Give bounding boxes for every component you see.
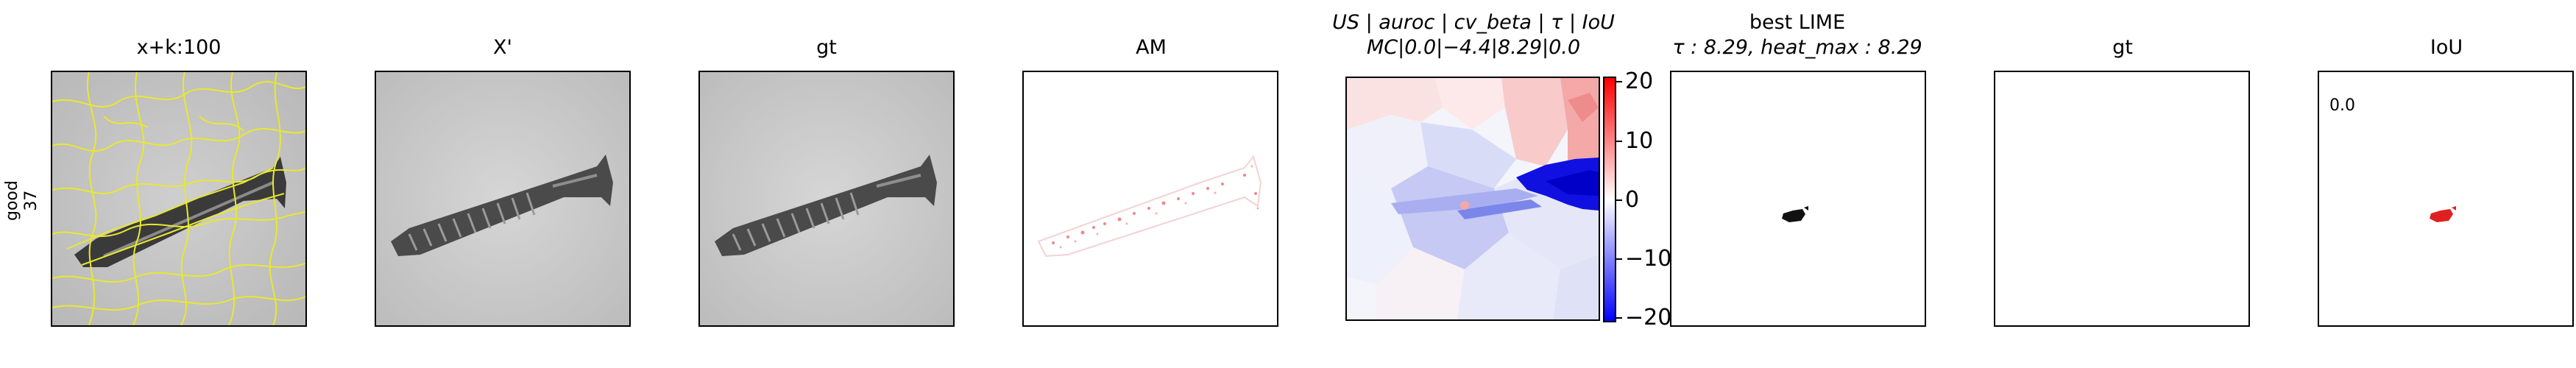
colorbar-tickmark-10 <box>1616 141 1622 142</box>
superpixel-image <box>52 72 305 325</box>
panel-7-title: gt <box>2112 36 2133 59</box>
panel-5-title: US | auroc | cv_beta | τ | IoU MC|0.0|−4… <box>1332 10 1615 60</box>
panel-5-title-line2: MC|0.0|−4.4|8.29|0.0 <box>1366 36 1581 59</box>
colorbar <box>1603 77 1616 322</box>
colorbar-tickmark-neg20 <box>1616 317 1622 319</box>
panel-best-lime <box>1670 71 1926 327</box>
iou-mask-image <box>2319 72 2572 325</box>
panel-8-title: IoU <box>2430 36 2463 59</box>
colorbar-tick-20: 20 <box>1625 68 1654 94</box>
panel-anomaly-map <box>1022 71 1278 327</box>
panel-4-title: AM <box>1136 36 1167 59</box>
ground-truth-mask-image <box>1995 72 2248 325</box>
colorbar-tickmark-20 <box>1616 81 1622 82</box>
lime-mask-image <box>1671 72 1925 325</box>
iou-value-annotation: 0.0 <box>2329 96 2355 115</box>
row-label-line2: 37 <box>22 190 40 211</box>
panel-6-title: best LIME τ : 8.29, heat_max : 8.29 <box>1672 10 1922 60</box>
panel-2-title: X' <box>493 36 512 59</box>
panel-5-title-line1: US | auroc | cv_beta | τ | IoU <box>1332 11 1615 34</box>
us-heatmap-image <box>1347 78 1599 319</box>
colorbar-tickmark-0 <box>1616 199 1622 201</box>
panel-ground-truth-mask <box>1994 71 2250 327</box>
panel-iou: 0.0 <box>2318 71 2574 327</box>
colorbar-tick-0: 0 <box>1625 187 1640 213</box>
colorbar-tickmark-neg10 <box>1616 258 1622 260</box>
row-label: good 37 <box>3 180 41 221</box>
panel-6-title-line1: best LIME <box>1749 11 1846 34</box>
colorbar-tick-neg10: −10 <box>1625 246 1672 272</box>
panel-input <box>375 71 631 327</box>
panel-3-title: gt <box>816 36 837 59</box>
superpixel-edges <box>52 72 305 325</box>
panel-1-title: x+k:100 <box>136 36 222 59</box>
colorbar-tick-10: 10 <box>1625 128 1654 154</box>
panel-superpixels <box>51 71 307 327</box>
panel-ground-truth <box>698 71 955 327</box>
row-label-line1: good <box>3 180 21 221</box>
input-image <box>376 72 629 325</box>
colorbar-tick-neg20: −20 <box>1625 305 1672 330</box>
panel-us-heatmap <box>1345 77 1600 321</box>
ground-truth-image <box>700 72 953 325</box>
anomaly-map-image <box>1024 72 1277 325</box>
panel-6-title-line2: τ : 8.29, heat_max : 8.29 <box>1672 36 1922 59</box>
